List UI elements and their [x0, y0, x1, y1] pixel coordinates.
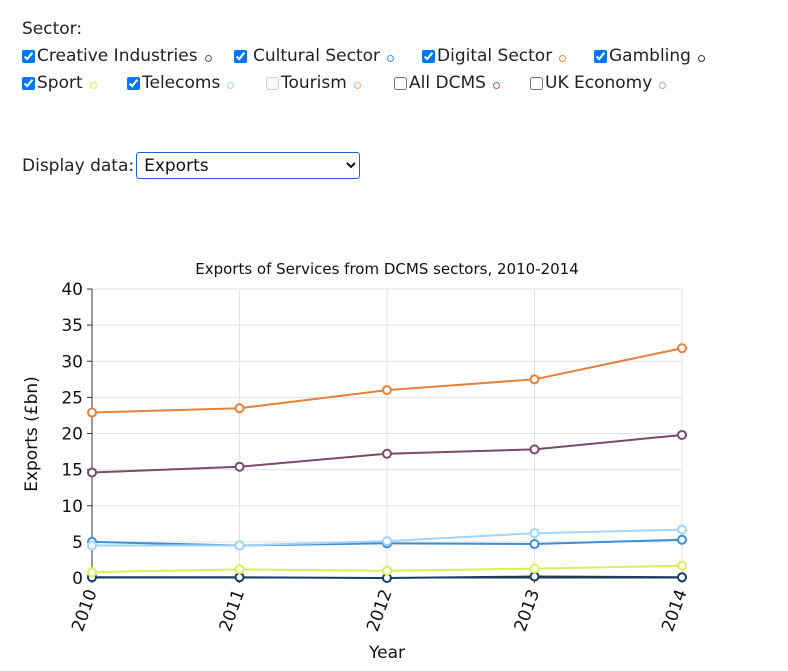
filter-label-tourism: Tourism [281, 73, 347, 93]
filter-telecoms[interactable]: Telecoms [127, 73, 235, 93]
x-axis-label: Year [368, 643, 405, 663]
display-data-control: Display data: Exports [22, 152, 361, 179]
x-tick-label: 2012 [363, 587, 397, 634]
filter-gambling[interactable]: Gambling [594, 46, 705, 66]
x-tick-label: 2011 [216, 587, 250, 634]
sector-label: Sector: [22, 19, 83, 39]
checkbox-creative-industries[interactable] [22, 49, 35, 63]
filter-label-digital-sector: Digital Sector [437, 46, 553, 66]
filter-sport[interactable]: Sport [22, 73, 97, 93]
filter-label-uk-economy: UK Economy [545, 73, 653, 93]
series-marker-icon [492, 81, 500, 89]
exports-line-chart: 0 5 10 15 20 25 30 35 40 2010 2011 2012 2013 2014 Exp… [22, 260, 692, 663]
y-tick-label: 30 [61, 352, 83, 372]
filter-label-creative-industries: Creative Industries [37, 46, 198, 66]
series-point [382, 565, 392, 576]
series-point [234, 403, 245, 414]
y-axis-label: Exports (£bn) [22, 376, 42, 492]
y-tick-label: 15 [61, 461, 83, 481]
filter-cultural-sector[interactable]: Cultural Sector [234, 46, 394, 66]
filter-digital-sector[interactable]: Digital Sector [422, 46, 567, 66]
checkbox-telecoms[interactable] [127, 76, 140, 90]
y-tick-label: 0 [72, 569, 83, 589]
series-point [529, 539, 540, 550]
series-point [87, 407, 97, 418]
series-point [234, 572, 245, 583]
checkbox-uk-economy[interactable] [530, 76, 543, 90]
checkbox-tourism[interactable] [266, 76, 279, 90]
series-point [529, 528, 540, 539]
chart-series-points [87, 343, 687, 583]
y-tick-label: 5 [72, 533, 83, 553]
chart-title: Exports of Services from DCMS sectors, 2… [195, 260, 579, 278]
display-data-label: Display data: [22, 155, 135, 176]
checkbox-all-dcms[interactable] [394, 76, 407, 90]
y-tick-label: 20 [61, 425, 83, 445]
series-point [234, 461, 245, 472]
checkbox-cultural-sector[interactable] [234, 49, 247, 63]
filter-all-dcms[interactable]: All DCMS [394, 73, 500, 93]
chart-axes: 0 5 10 15 20 25 30 35 40 2010 2011 2012 2013 2014 [61, 280, 691, 634]
series-point [382, 536, 392, 547]
series-point [382, 448, 392, 459]
filter-label-telecoms: Telecoms [142, 73, 221, 93]
filter-uk-economy[interactable]: UK Economy [530, 73, 667, 93]
filter-label-all-dcms: All DCMS [409, 73, 486, 93]
series-point [677, 343, 687, 354]
chart-gridlines [91, 288, 683, 579]
filter-creative-industries[interactable]: Creative Industries [22, 46, 212, 66]
series-point [677, 560, 687, 571]
series-point [677, 524, 687, 535]
y-tick-label: 25 [61, 388, 83, 408]
filter-label-gambling: Gambling [609, 46, 691, 66]
y-tick-label: 40 [61, 280, 83, 300]
series-point [87, 567, 97, 578]
series-marker-icon [89, 81, 97, 89]
series-marker-icon [697, 54, 705, 62]
series-point [87, 467, 97, 478]
checkbox-sport[interactable] [22, 76, 35, 90]
y-tick-label: 35 [61, 316, 83, 336]
series-point [234, 540, 245, 551]
series-point [677, 572, 687, 583]
filter-tourism[interactable]: Tourism [266, 73, 361, 93]
series-marker-icon [227, 81, 235, 89]
series-point [677, 534, 687, 545]
series-marker-icon [387, 54, 394, 62]
series-point [87, 540, 97, 551]
x-tick-label: 2013 [511, 587, 545, 634]
series-point [529, 374, 540, 385]
series-marker-icon [659, 81, 667, 89]
display-data-select[interactable]: Exports [136, 152, 361, 179]
filter-label-cultural-sector: Cultural Sector [253, 46, 380, 66]
y-tick-label: 10 [61, 497, 83, 517]
x-tick-label: 2010 [68, 587, 102, 634]
series-point [677, 429, 687, 440]
series-point [529, 571, 540, 582]
series-point [234, 564, 245, 575]
series-point [529, 563, 540, 574]
filter-label-sport: Sport [37, 73, 83, 93]
series-point [529, 444, 540, 455]
series-marker-icon [559, 54, 567, 62]
checkbox-gambling[interactable] [594, 49, 607, 63]
x-tick-label: 2014 [658, 587, 692, 634]
checkbox-digital-sector[interactable] [422, 49, 435, 63]
series-marker-icon [353, 81, 361, 89]
series-point [382, 385, 392, 396]
series-marker-icon [204, 54, 212, 62]
